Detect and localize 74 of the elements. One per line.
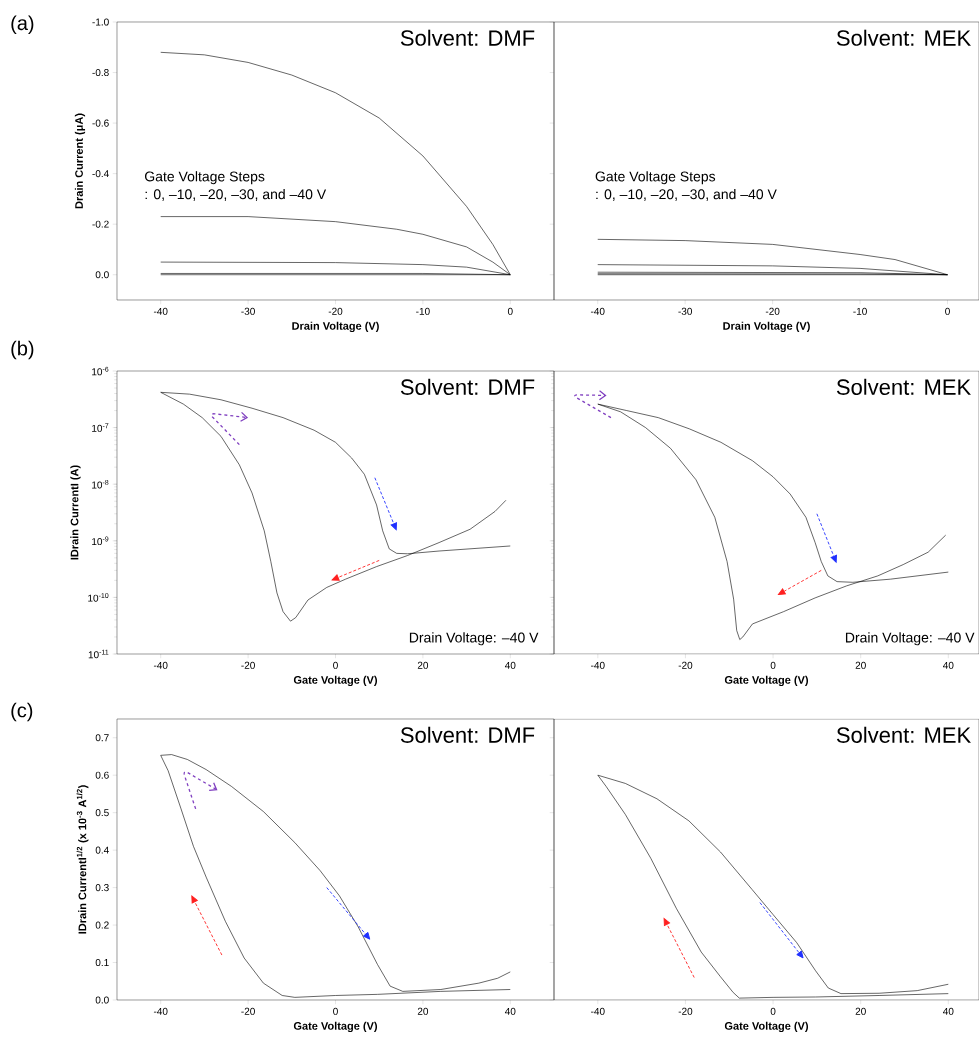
y-tick-label: 10$^{-9}$ xyxy=(92,536,109,546)
x-tick-label: -20 xyxy=(241,1007,255,1015)
chart-title: Solvent: DMF xyxy=(400,29,535,46)
annotation: Drain Voltage: –40 V xyxy=(845,632,975,646)
chart-title: Solvent: DMF xyxy=(400,378,535,395)
x-axis-title: Gate Voltage (V) xyxy=(724,675,809,687)
y-tick-label: 10$^{-11}$ xyxy=(88,649,109,659)
x-tick-label: -40 xyxy=(153,661,168,669)
x-tick-label: 0 xyxy=(945,307,950,315)
x-tick-label: 20 xyxy=(417,1007,429,1015)
x-tick-label: 20 xyxy=(417,661,429,669)
x-tick-label: -30 xyxy=(678,307,693,315)
chart-title: Solvent: MEK xyxy=(836,726,971,743)
y-tick-label: -0.2 xyxy=(92,220,109,228)
y-tick-label: -1.0 xyxy=(92,18,109,26)
x-tick-label: 0 xyxy=(770,661,776,669)
y-tick-label: 10$^{-6}$ xyxy=(92,366,109,376)
x-tick-label: -40 xyxy=(153,1007,168,1015)
chart-title: Solvent: MEK xyxy=(836,378,971,395)
x-tick-label: -10 xyxy=(416,307,430,315)
y-tick-label: 0.4 xyxy=(95,846,109,854)
y-tick-label: 0.2 xyxy=(95,921,109,929)
x-tick-label: 40 xyxy=(943,661,954,669)
y-tick-label: 0.7 xyxy=(95,734,109,742)
x-tick-label: 20 xyxy=(855,661,866,669)
y-tick-label: 10$^{-8}$ xyxy=(92,479,109,489)
y-axis-title: Drain Current (μA) xyxy=(74,113,86,209)
x-tick-label: -20 xyxy=(678,1007,693,1015)
x-tick-label: 40 xyxy=(504,661,516,669)
y-axis-title: IDrain CurrentI$^{1/2}$ (x 10$^{-3}$ A$^{1/2}$) xyxy=(76,785,89,934)
text: (c) xyxy=(11,702,33,722)
y-tick-label: -0.8 xyxy=(92,69,109,77)
y-tick-label: 0.0 xyxy=(95,271,109,279)
x-tick-label: 40 xyxy=(504,1007,516,1015)
x-tick-label: -40 xyxy=(590,307,605,315)
chart-title: Solvent: MEK xyxy=(836,29,971,46)
x-tick-label: -20 xyxy=(241,661,255,669)
annotation: Gate Voltage Steps xyxy=(145,171,265,185)
y-tick-label: 10$^{-7}$ xyxy=(92,423,109,432)
annotation: : 0, –10, –20, –30, and –40 V xyxy=(596,188,777,201)
y-tick-label: -0.6 xyxy=(92,119,109,127)
x-tick-label: 40 xyxy=(943,1007,954,1015)
x-tick-label: -10 xyxy=(853,307,867,315)
x-tick-label: -40 xyxy=(591,1007,605,1015)
x-tick-label: 0 xyxy=(333,661,338,669)
x-axis-title: Gate Voltage (V) xyxy=(293,675,378,687)
x-tick-label: -20 xyxy=(328,307,343,315)
y-tick-label: 0.3 xyxy=(95,884,109,892)
x-axis-title: Gate Voltage (V) xyxy=(293,1021,378,1033)
x-tick-label: 0 xyxy=(333,1007,338,1015)
x-axis-title: Gate Voltage (V) xyxy=(724,1021,809,1033)
y-axis-title: IDrain CurrentI (A) xyxy=(70,465,81,560)
text: (a) xyxy=(11,15,34,35)
chart-title: Solvent: DMF xyxy=(400,726,535,743)
y-tick-label: 0.1 xyxy=(95,958,109,967)
x-tick-label: -30 xyxy=(241,307,255,315)
annotation: : 0, –10, –20, –30, and –40 V xyxy=(145,188,327,201)
x-tick-label: -20 xyxy=(678,661,693,669)
x-tick-label: 0 xyxy=(507,307,513,315)
y-tick-label: -0.4 xyxy=(92,170,109,178)
annotation: Gate Voltage Steps xyxy=(595,171,716,185)
x-axis-title: Drain Voltage (V) xyxy=(723,321,810,333)
x-tick-label: 20 xyxy=(855,1007,866,1015)
y-tick-label: 0.6 xyxy=(95,771,109,779)
x-tick-label: 0 xyxy=(770,1007,776,1015)
x-tick-label: -40 xyxy=(153,307,168,315)
y-tick-label: 10$^{-10}$ xyxy=(88,593,109,602)
y-tick-label: 0.0 xyxy=(95,996,109,1004)
x-tick-label: -20 xyxy=(765,307,780,315)
x-tick-label: -40 xyxy=(591,661,605,669)
x-axis-title: Drain Voltage (V) xyxy=(292,321,379,333)
text: (b) xyxy=(11,340,34,360)
y-tick-label: 0.5 xyxy=(95,809,109,817)
annotation: Drain Voltage: –40 V xyxy=(409,632,539,646)
